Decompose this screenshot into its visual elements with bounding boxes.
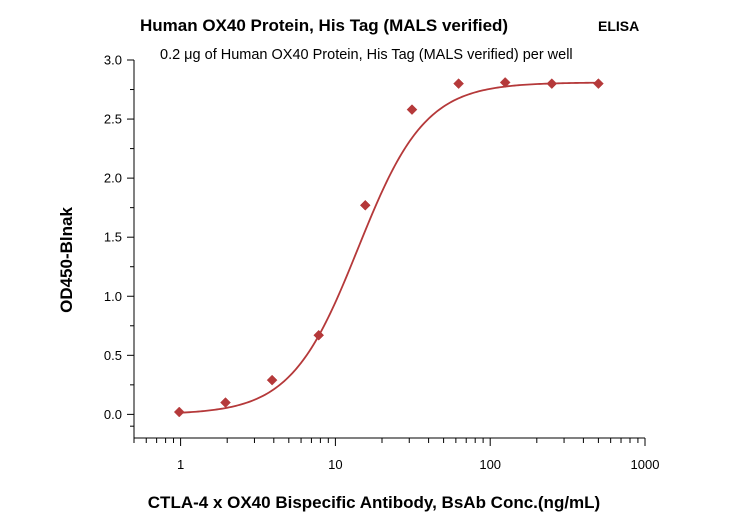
fit-curve <box>179 81 599 414</box>
y-tick-label: 1.0 <box>104 289 122 304</box>
data-point <box>220 397 231 408</box>
data-point <box>173 406 185 418</box>
data-point <box>593 78 604 89</box>
data-point <box>453 78 464 89</box>
y-tick-label: 1.5 <box>104 230 122 245</box>
data-point <box>406 104 418 115</box>
x-tick-label: 1 <box>177 457 184 472</box>
chart-subtitle: 0.2 μg of Human OX40 Protein, His Tag (M… <box>160 47 573 63</box>
y-tick-label: 2.0 <box>104 171 122 186</box>
y-tick-label: 2.5 <box>104 112 122 127</box>
data-point <box>313 329 325 341</box>
x-tick-label: 10 <box>328 457 342 472</box>
x-tick-label: 100 <box>479 457 501 472</box>
data-point <box>266 374 278 386</box>
x-tick-label: 1000 <box>631 457 660 472</box>
chart-title-tag: ELISA <box>598 18 639 34</box>
y-tick-label: 0.0 <box>104 407 122 422</box>
fit-curve-layer <box>179 81 599 414</box>
data-points <box>173 77 604 418</box>
data-point <box>546 78 558 89</box>
y-tick-label: 3.0 <box>104 53 122 68</box>
y-axis-ticks: 0.0 0.5 1.0 1.5 2.0 2.5 3.0 <box>104 53 134 427</box>
y-tick-label: 0.5 <box>104 348 122 363</box>
x-axis-ticks: 1 10 100 1000 <box>133 438 660 472</box>
data-point <box>359 199 371 211</box>
data-point <box>499 77 511 88</box>
x-axis-label: CTLA-4 x OX40 Bispecific Antibody, BsAb … <box>148 493 600 512</box>
y-axis-label: OD450-Blnak <box>57 207 76 313</box>
chart-title: Human OX40 Protein, His Tag (MALS verifi… <box>140 16 508 35</box>
